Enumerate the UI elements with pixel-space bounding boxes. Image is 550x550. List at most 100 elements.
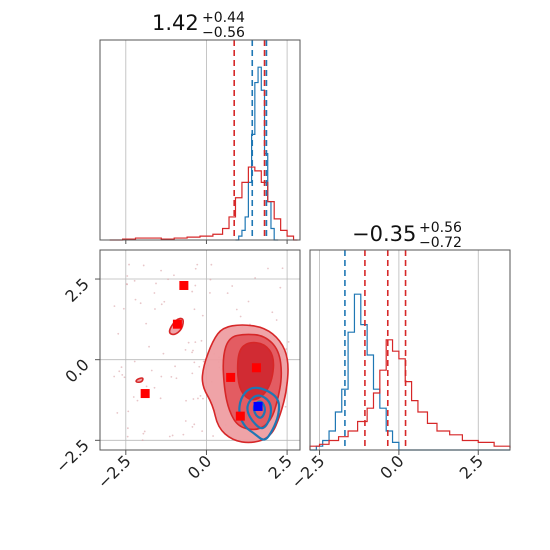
bottom-left-sample-point [162, 352, 165, 355]
bottom-left-sample-point [142, 432, 145, 435]
bottom-left-y-tick-label: −2.5 [52, 436, 93, 477]
bottom-left-sample-point [150, 369, 153, 372]
top-left-title-upper-error: +0.44 [202, 10, 245, 26]
bottom-left-sample-point [196, 263, 199, 266]
bottom-left-sample-point [160, 269, 162, 272]
bottom-left-sample-point [134, 298, 137, 301]
bottom-left-sample-point [145, 322, 148, 325]
bottom-left-red-marker [235, 411, 245, 421]
bottom-left-sample-point [193, 361, 196, 364]
bottom-left-sample-point [191, 351, 193, 354]
bottom-left-y-tick-label: 2.5 [61, 274, 92, 305]
bottom-left-sample-point [170, 375, 173, 378]
bottom-left-sample-point [171, 434, 174, 437]
bottom-left-y-tick-label: 0.0 [61, 355, 92, 386]
bottom-left-sample-point [133, 360, 136, 363]
bottom-right-x-tick-label: 0.0 [376, 451, 407, 482]
bottom-left-sample-point [155, 282, 157, 285]
bottom-left-sample-point [200, 339, 203, 342]
bottom-left-sample-point [141, 439, 144, 442]
bottom-left-sample-point [192, 398, 195, 400]
bottom-right-grid [319, 250, 479, 450]
bottom-left-sample-point [226, 292, 229, 295]
bottom-left-sample-point [239, 315, 242, 318]
bottom-left-sample-point [192, 349, 194, 352]
bottom-right-histogram-series-0 [310, 293, 510, 451]
bottom-left-sample-point [116, 412, 119, 414]
bottom-left-sample-point [175, 377, 178, 380]
bottom-left-sample-point [199, 394, 202, 397]
bottom-left-sample-point [143, 430, 146, 433]
bottom-left-sample-point [185, 399, 187, 402]
bottom-left-sample-point [120, 366, 123, 369]
bottom-left-sample-point [281, 267, 284, 270]
bottom-left-sample-point [202, 397, 204, 400]
bottom-left-sample-point [174, 365, 176, 368]
bottom-left-sample-point [210, 263, 213, 266]
bottom-left-sample-point [194, 284, 197, 287]
top-left-axes-frame [99, 39, 301, 241]
bottom-left-sample-point [284, 405, 287, 408]
bottom-right-histogram-series-1 [309, 339, 511, 450]
bottom-left-sample-point [209, 278, 212, 281]
bottom-left-sample-point [235, 308, 238, 311]
bottom-left-sample-point [113, 375, 116, 378]
bottom-right-x-tick-label: −2.5 [287, 451, 328, 492]
bottom-left-sample-point [148, 345, 150, 348]
bottom-left-sample-point [201, 430, 204, 432]
bottom-right-axes-frame [309, 249, 511, 451]
bottom-left-sample-point [193, 308, 196, 311]
bottom-left-sample-point [117, 332, 120, 335]
bottom-left-sample-point [198, 365, 201, 368]
panel-bottom-right-histogram: −0.35 +0.56 −0.72 −2.5 0.0 2.5 [287, 220, 511, 492]
bottom-left-x-tick-label: −2.5 [94, 451, 135, 492]
bottom-left-sample-point [254, 277, 257, 279]
bottom-left-sample-point [122, 307, 125, 310]
bottom-left-x-tick-label: 0.0 [184, 451, 215, 482]
bottom-left-sample-point [182, 433, 185, 436]
bottom-left-markers [140, 280, 263, 421]
bottom-left-sample-point [142, 264, 145, 267]
bottom-left-sample-point [202, 360, 205, 363]
top-left-title-lower-error: −0.56 [202, 25, 245, 41]
bottom-left-red-marker [179, 280, 189, 290]
bottom-left-sample-point [123, 376, 126, 379]
top-left-grid [125, 40, 288, 244]
bottom-left-sample-point [197, 397, 199, 400]
bottom-left-sample-point [191, 372, 194, 375]
bottom-left-sample-point [279, 286, 282, 289]
bottom-left-sample-point [128, 263, 130, 266]
bottom-left-sample-point [132, 396, 135, 398]
bottom-left-sample-point [212, 435, 214, 437]
bottom-left-sample-point [209, 292, 211, 294]
bottom-left-blue-contour-0 [238, 386, 281, 441]
bottom-left-sample-point [160, 303, 163, 306]
bottom-left-axes-frame [99, 249, 301, 451]
bottom-left-red-marker [140, 389, 150, 399]
bottom-right-series [309, 293, 511, 451]
bottom-right-x-tick-label: 2.5 [456, 451, 487, 482]
bottom-left-sample-point [275, 319, 278, 321]
bottom-left-sample-point [287, 340, 290, 343]
panel-top-left-histogram: 1.42 +0.44 −0.56 [99, 10, 301, 244]
top-left-series [109, 66, 298, 241]
bottom-left-sample-point [193, 423, 196, 426]
bottom-left-sample-point [121, 373, 124, 376]
bottom-left-sample-point [126, 427, 129, 430]
bottom-left-blue-marker [253, 401, 263, 411]
bottom-left-sample-point [187, 341, 190, 344]
bottom-left-sample-point [271, 311, 274, 314]
bottom-left-sample-point [191, 426, 194, 428]
bottom-left-sample-point [167, 278, 169, 281]
bottom-right-title-value: −0.35 [352, 222, 416, 246]
top-left-quantile-lines [233, 40, 268, 240]
bottom-left-sample-point [153, 386, 156, 389]
bottom-left-sample-point [153, 292, 156, 294]
bottom-left-sample-point [194, 341, 197, 344]
bottom-right-title-upper-error: +0.56 [419, 220, 462, 236]
bottom-left-red-marker [251, 363, 261, 373]
bottom-left-sample-point [168, 435, 171, 438]
bottom-left-sample-point [184, 420, 187, 422]
bottom-left-sample-point [201, 314, 204, 317]
bottom-left-sample-point [184, 348, 187, 351]
